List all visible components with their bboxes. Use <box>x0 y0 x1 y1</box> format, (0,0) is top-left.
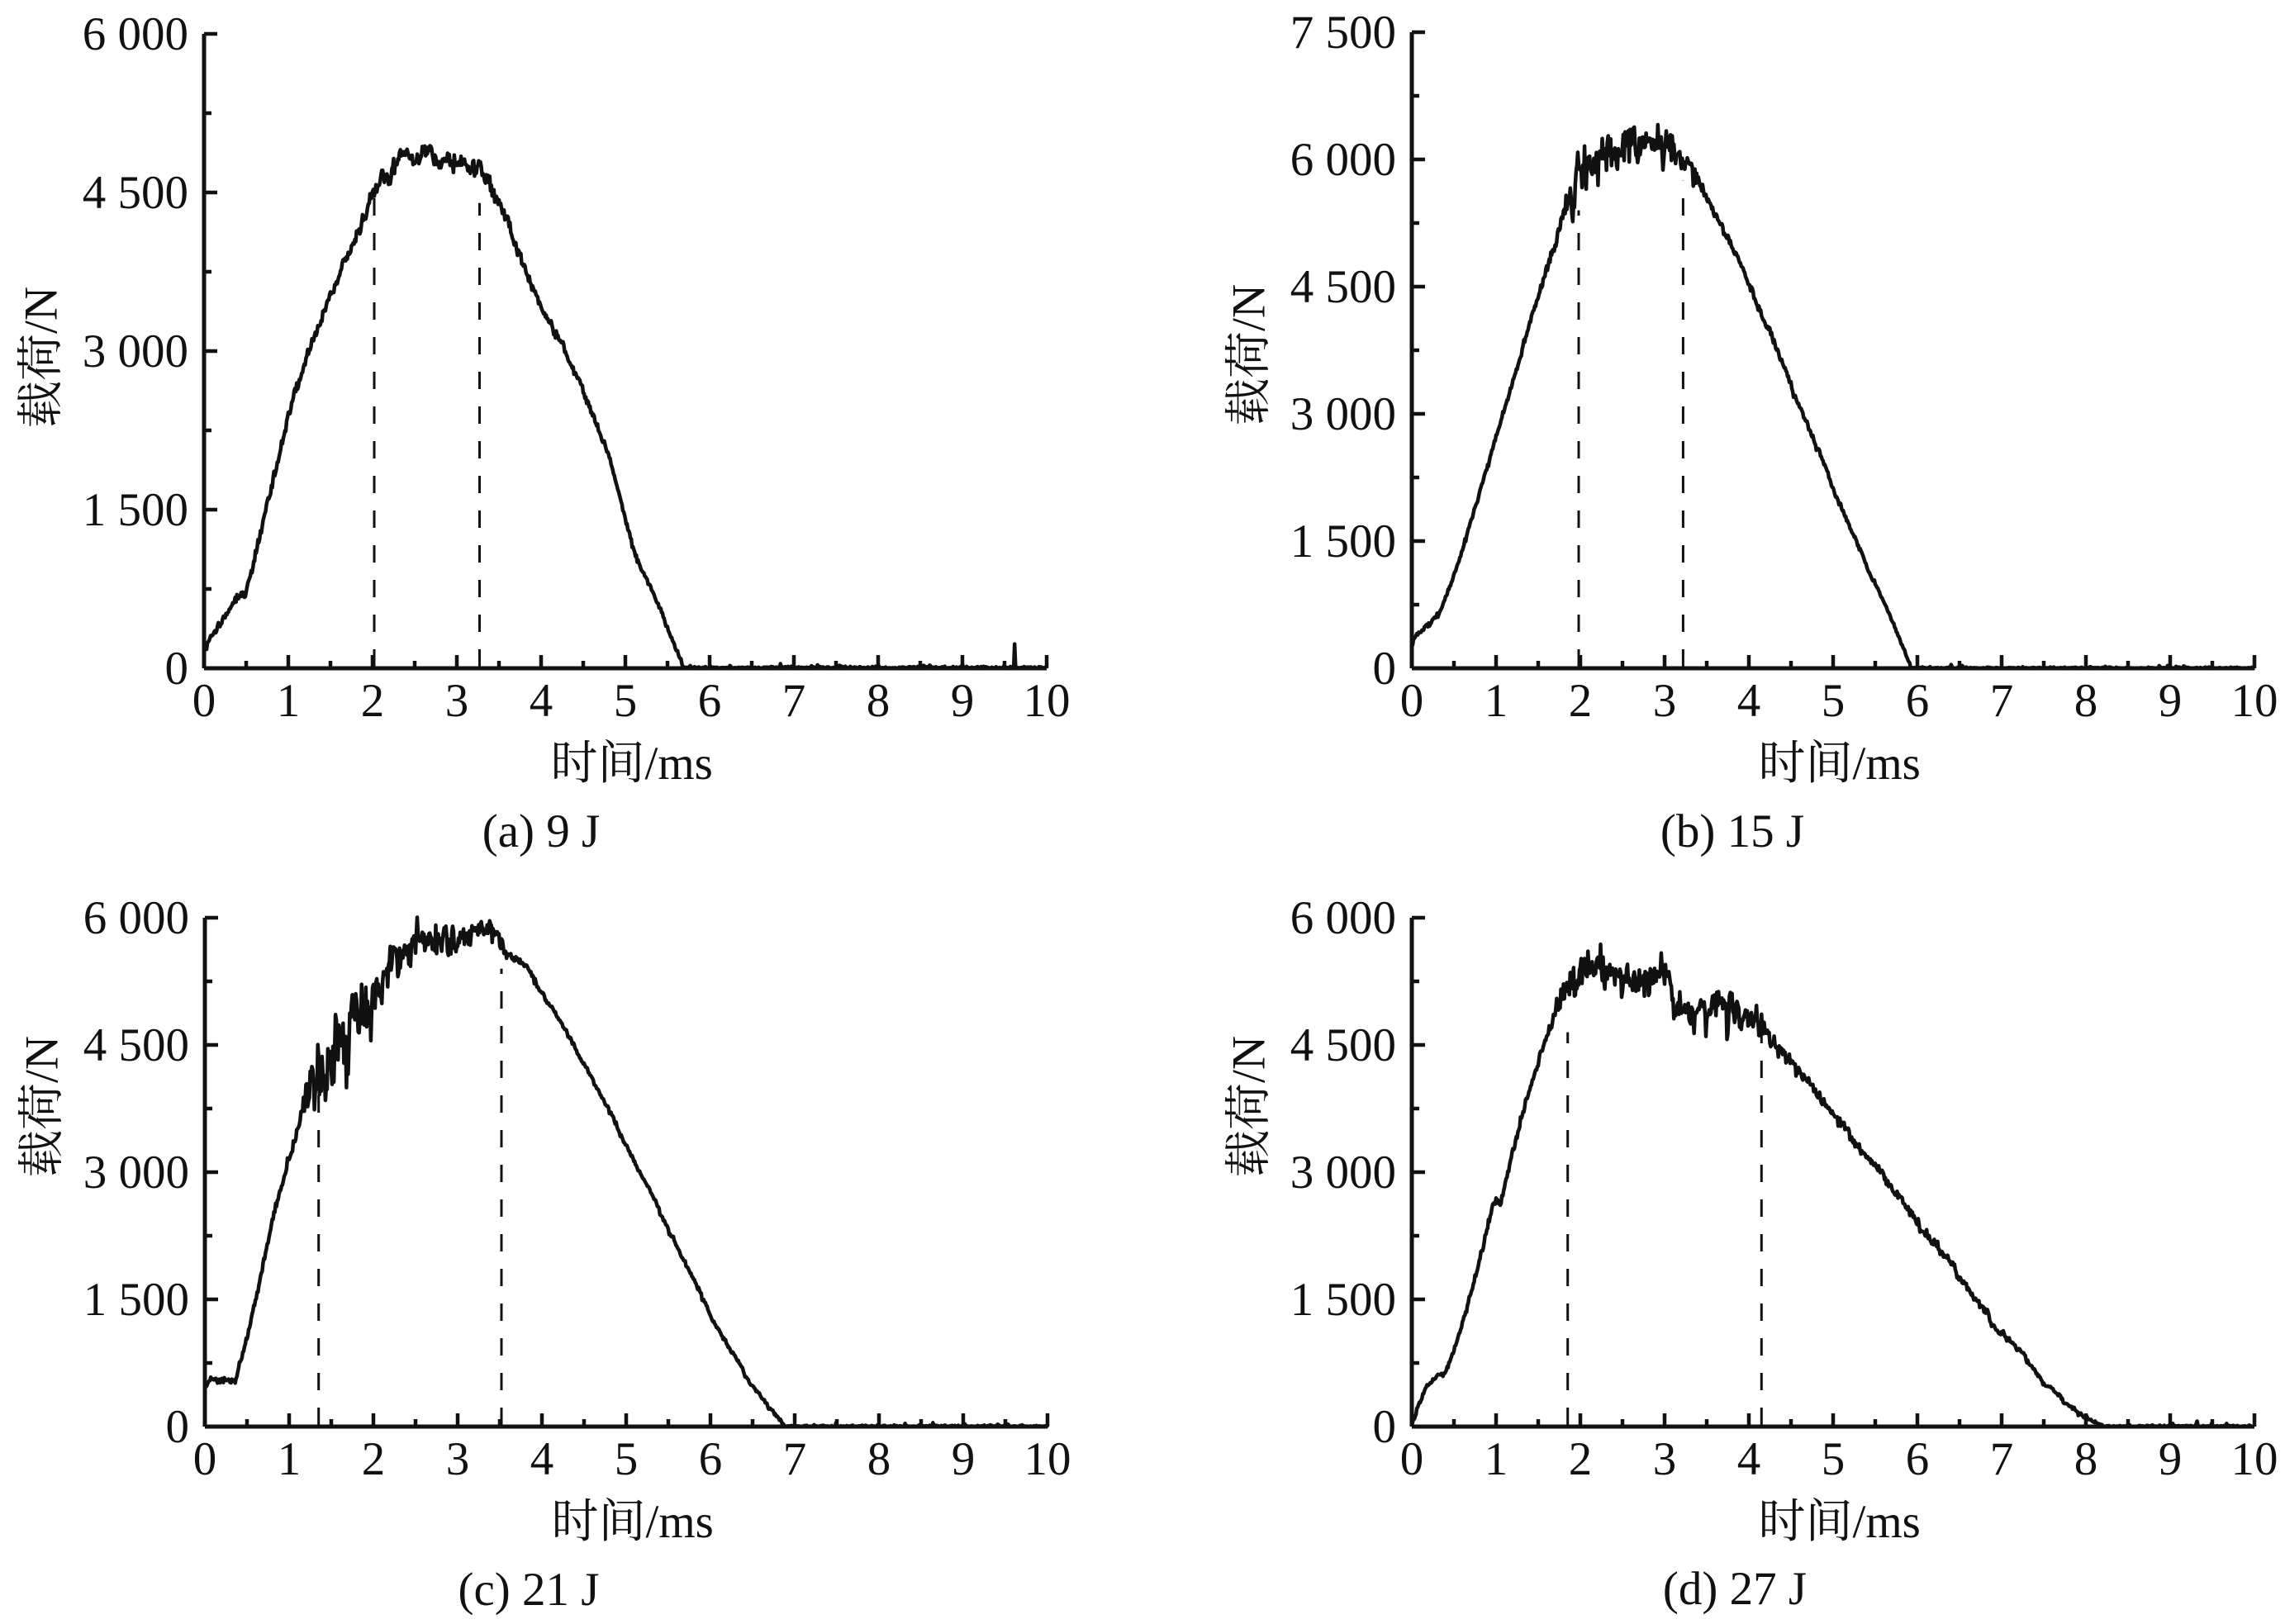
svg-text:1: 1 <box>278 1433 302 1485</box>
svg-text:4 500: 4 500 <box>1290 1019 1396 1071</box>
svg-text:1 500: 1 500 <box>83 484 188 536</box>
svg-text:10: 10 <box>2231 1433 2278 1485</box>
svg-text:10: 10 <box>1024 675 1071 727</box>
svg-text:1 500: 1 500 <box>83 1274 189 1326</box>
svg-text:4 500: 4 500 <box>83 1019 189 1071</box>
svg-text:6 000: 6 000 <box>83 8 188 60</box>
svg-text:3 000: 3 000 <box>83 325 188 378</box>
svg-text:/N: /N <box>16 287 68 334</box>
svg-text:1: 1 <box>1485 1433 1508 1485</box>
svg-text:(a) 9 J: (a) 9 J <box>482 805 600 857</box>
svg-text:(b) 15 J: (b) 15 J <box>1660 805 1804 857</box>
svg-text:7: 7 <box>1990 1433 2014 1485</box>
svg-text:6 000: 6 000 <box>1290 892 1396 944</box>
svg-text:/ms: /ms <box>646 1496 714 1548</box>
svg-text:3 000: 3 000 <box>1290 388 1396 440</box>
svg-text:2: 2 <box>361 675 385 727</box>
svg-text:6 000: 6 000 <box>83 892 189 944</box>
svg-text:3: 3 <box>1653 1433 1677 1485</box>
svg-text:5: 5 <box>1822 675 1846 727</box>
svg-text:0: 0 <box>1400 1433 1424 1485</box>
svg-text:0: 0 <box>166 1401 190 1453</box>
svg-text:4 500: 4 500 <box>1290 261 1396 313</box>
svg-text:/ms: /ms <box>1853 1496 1921 1548</box>
svg-text:6: 6 <box>1906 675 1930 727</box>
svg-text:0: 0 <box>165 643 189 695</box>
svg-text:1: 1 <box>1485 675 1508 727</box>
svg-text:7: 7 <box>782 675 806 727</box>
svg-text:1 500: 1 500 <box>1290 515 1396 567</box>
svg-text:(d) 27 J: (d) 27 J <box>1663 1563 1807 1615</box>
svg-text:6: 6 <box>1906 1433 1930 1485</box>
svg-text:9: 9 <box>952 1433 976 1485</box>
svg-text:/N: /N <box>1223 1036 1276 1083</box>
svg-text:3 000: 3 000 <box>83 1147 189 1199</box>
svg-text:3 000: 3 000 <box>1290 1147 1396 1199</box>
svg-text:3: 3 <box>445 675 469 727</box>
svg-text:6: 6 <box>698 675 722 727</box>
svg-text:0: 0 <box>192 675 216 727</box>
svg-text:8: 8 <box>867 1433 891 1485</box>
svg-text:3: 3 <box>1653 675 1677 727</box>
svg-text:1: 1 <box>277 675 301 727</box>
svg-text:2: 2 <box>1569 675 1593 727</box>
svg-text:7: 7 <box>783 1433 807 1485</box>
svg-text:5: 5 <box>1822 1433 1846 1485</box>
svg-text:9: 9 <box>2159 675 2183 727</box>
svg-text:4: 4 <box>1737 1433 1761 1485</box>
svg-text:3: 3 <box>446 1433 470 1485</box>
svg-text:0: 0 <box>1400 675 1424 727</box>
svg-text:4 500: 4 500 <box>83 167 188 219</box>
svg-text:0: 0 <box>1373 1401 1397 1453</box>
svg-text:7: 7 <box>1990 675 2014 727</box>
svg-text:1 500: 1 500 <box>1290 1274 1396 1326</box>
svg-text:7 500: 7 500 <box>1290 7 1396 59</box>
svg-text:10: 10 <box>1024 1433 1071 1485</box>
svg-text:8: 8 <box>867 675 891 727</box>
svg-text:8: 8 <box>2074 1433 2098 1485</box>
svg-text:/N: /N <box>17 1036 69 1083</box>
svg-text:4: 4 <box>530 675 553 727</box>
svg-text:2: 2 <box>362 1433 386 1485</box>
svg-text:5: 5 <box>614 675 638 727</box>
svg-text:6 000: 6 000 <box>1290 134 1396 186</box>
svg-text:4: 4 <box>530 1433 554 1485</box>
svg-text:/N: /N <box>1223 284 1276 331</box>
svg-text:9: 9 <box>951 675 975 727</box>
svg-text:/ms: /ms <box>645 738 713 790</box>
svg-text:2: 2 <box>1569 1433 1593 1485</box>
svg-text:4: 4 <box>1737 675 1761 727</box>
svg-text:9: 9 <box>2159 1433 2183 1485</box>
svg-text:8: 8 <box>2074 675 2098 727</box>
svg-text:0: 0 <box>193 1433 217 1485</box>
svg-text:0: 0 <box>1373 643 1397 695</box>
svg-text:/ms: /ms <box>1853 738 1921 790</box>
svg-text:6: 6 <box>699 1433 723 1485</box>
svg-text:10: 10 <box>2231 675 2278 727</box>
svg-text:5: 5 <box>615 1433 639 1485</box>
svg-text:(c) 21 J: (c) 21 J <box>458 1564 600 1616</box>
